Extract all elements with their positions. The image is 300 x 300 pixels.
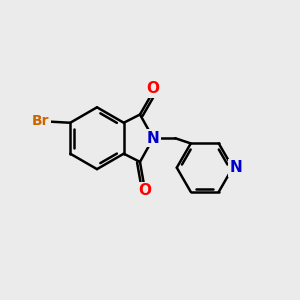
Text: N: N [147,131,160,146]
Text: O: O [147,81,160,96]
Text: Br: Br [32,114,50,128]
Text: N: N [230,160,243,175]
Text: O: O [138,183,151,198]
